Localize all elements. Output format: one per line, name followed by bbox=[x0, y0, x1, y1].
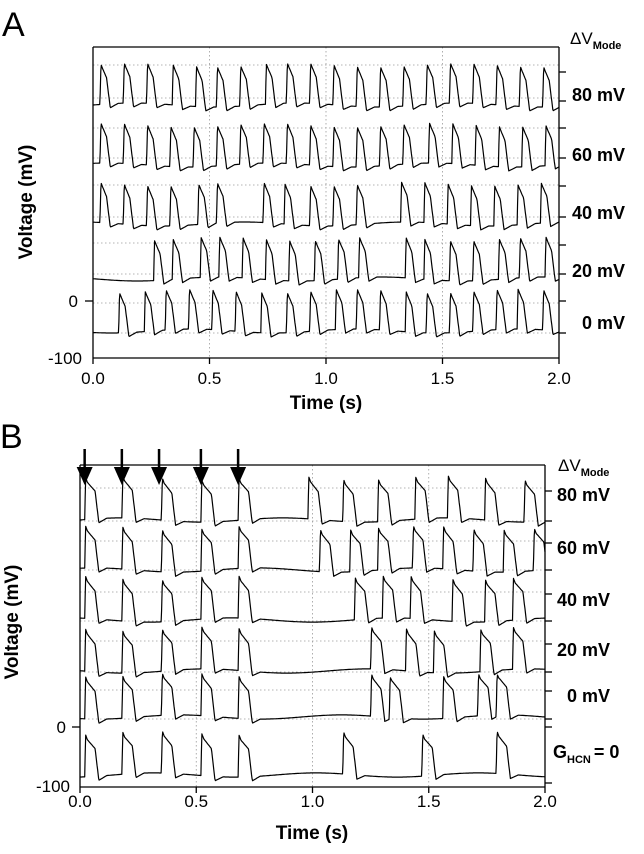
x-tick-label: 1.0 bbox=[301, 792, 325, 811]
panel-a: A 0.0 0.5 1.0 1.5 2.0 0 -100 Voltage (mV) Ti… bbox=[2, 6, 625, 414]
panel-a-x-ticks: 0.0 0.5 1.0 1.5 2.0 bbox=[81, 358, 571, 388]
x-tick-label: 2.0 bbox=[547, 369, 571, 388]
panel-b-trace-label-20mv: 20 mV bbox=[557, 640, 610, 660]
panel-a-trace-label-20mv: 20 mV bbox=[572, 261, 625, 281]
panel-b: B 0.0 0.5 1.0 1.5 2.0 0 -100 Voltage (mV) Ti… bbox=[0, 418, 619, 844]
panel-b-trace-label-ghcn: GHCN = 0 bbox=[553, 742, 619, 766]
x-tick-label: 1.0 bbox=[314, 369, 338, 388]
trace-80mv bbox=[79, 475, 546, 527]
panel-b-letter: B bbox=[0, 418, 23, 456]
panel-a-gridlines bbox=[93, 47, 559, 358]
panel-a-y-axis-label: Voltage (mV) bbox=[16, 145, 37, 260]
trace-60mv bbox=[92, 122, 560, 172]
stimulus-arrow-head bbox=[151, 467, 168, 485]
trace-0mv bbox=[79, 673, 546, 724]
panel-b-y-tick-label-neg100: -100 bbox=[36, 777, 70, 796]
panel-a-traces bbox=[92, 63, 560, 338]
trace-0mv bbox=[92, 288, 560, 338]
trace-40mv bbox=[79, 575, 546, 627]
panel-a-trace-label-80mv: 80 mV bbox=[572, 85, 625, 105]
trace-20mv bbox=[79, 626, 546, 678]
panel-a-trace-label-40mv: 40 mV bbox=[572, 203, 625, 223]
panel-a-trace-label-60mv: 60 mV bbox=[572, 145, 625, 165]
panel-b-stimulus-arrows bbox=[76, 449, 247, 485]
panel-b-traces bbox=[79, 475, 546, 782]
x-tick-label: 0.5 bbox=[198, 369, 222, 388]
panel-a-y-tick-label-neg100: -100 bbox=[48, 349, 82, 368]
panel-b-legend-header: ΔVMode bbox=[558, 456, 609, 479]
panel-b-x-axis-label: Time (s) bbox=[276, 823, 349, 844]
x-tick-label: 1.5 bbox=[417, 792, 441, 811]
panel-b-trace-label-0mv: 0 mV bbox=[567, 686, 610, 706]
x-tick-label: 0.5 bbox=[184, 792, 208, 811]
x-tick-label: 2.0 bbox=[533, 792, 557, 811]
panel-a-legend-header: ΔVMode bbox=[570, 29, 621, 52]
panel-b-x-ticks: 0.0 0.5 1.0 1.5 2.0 bbox=[68, 787, 557, 811]
panel-b-y-axis-label: Voltage (mV) bbox=[2, 565, 23, 680]
panel-b-trace-label-60mv: 60 mV bbox=[557, 538, 610, 558]
trace-60mv bbox=[79, 525, 546, 577]
panel-b-trace-label-80mv: 80 mV bbox=[557, 485, 610, 505]
panel-b-trace-label-40mv: 40 mV bbox=[557, 590, 610, 610]
panel-a-trace-label-0mv: 0 mV bbox=[582, 313, 625, 333]
stimulus-arrow-head bbox=[113, 467, 130, 485]
panel-a-right-ticks bbox=[559, 71, 566, 334]
x-tick-label: 1.5 bbox=[431, 369, 455, 388]
panel-a-x-axis-label: Time (s) bbox=[290, 393, 363, 414]
trace-40mv bbox=[92, 181, 560, 231]
trace-80mv bbox=[92, 63, 560, 112]
panel-a-letter: A bbox=[2, 6, 25, 44]
stimulus-arrow-head bbox=[76, 467, 93, 485]
stimulus-arrow-head bbox=[192, 467, 209, 485]
x-tick-label: 0.0 bbox=[81, 369, 105, 388]
panel-b-gridlines bbox=[80, 465, 545, 787]
x-tick-label: 0.0 bbox=[68, 792, 92, 811]
panel-a-y-tick-label-0: 0 bbox=[69, 292, 78, 311]
trace-g bbox=[79, 731, 546, 782]
panel-b-right-ticks bbox=[545, 490, 552, 784]
panel-b-y-tick-label-0: 0 bbox=[57, 718, 66, 737]
stimulus-arrow-head bbox=[230, 467, 247, 485]
trace-20mv bbox=[92, 236, 560, 286]
